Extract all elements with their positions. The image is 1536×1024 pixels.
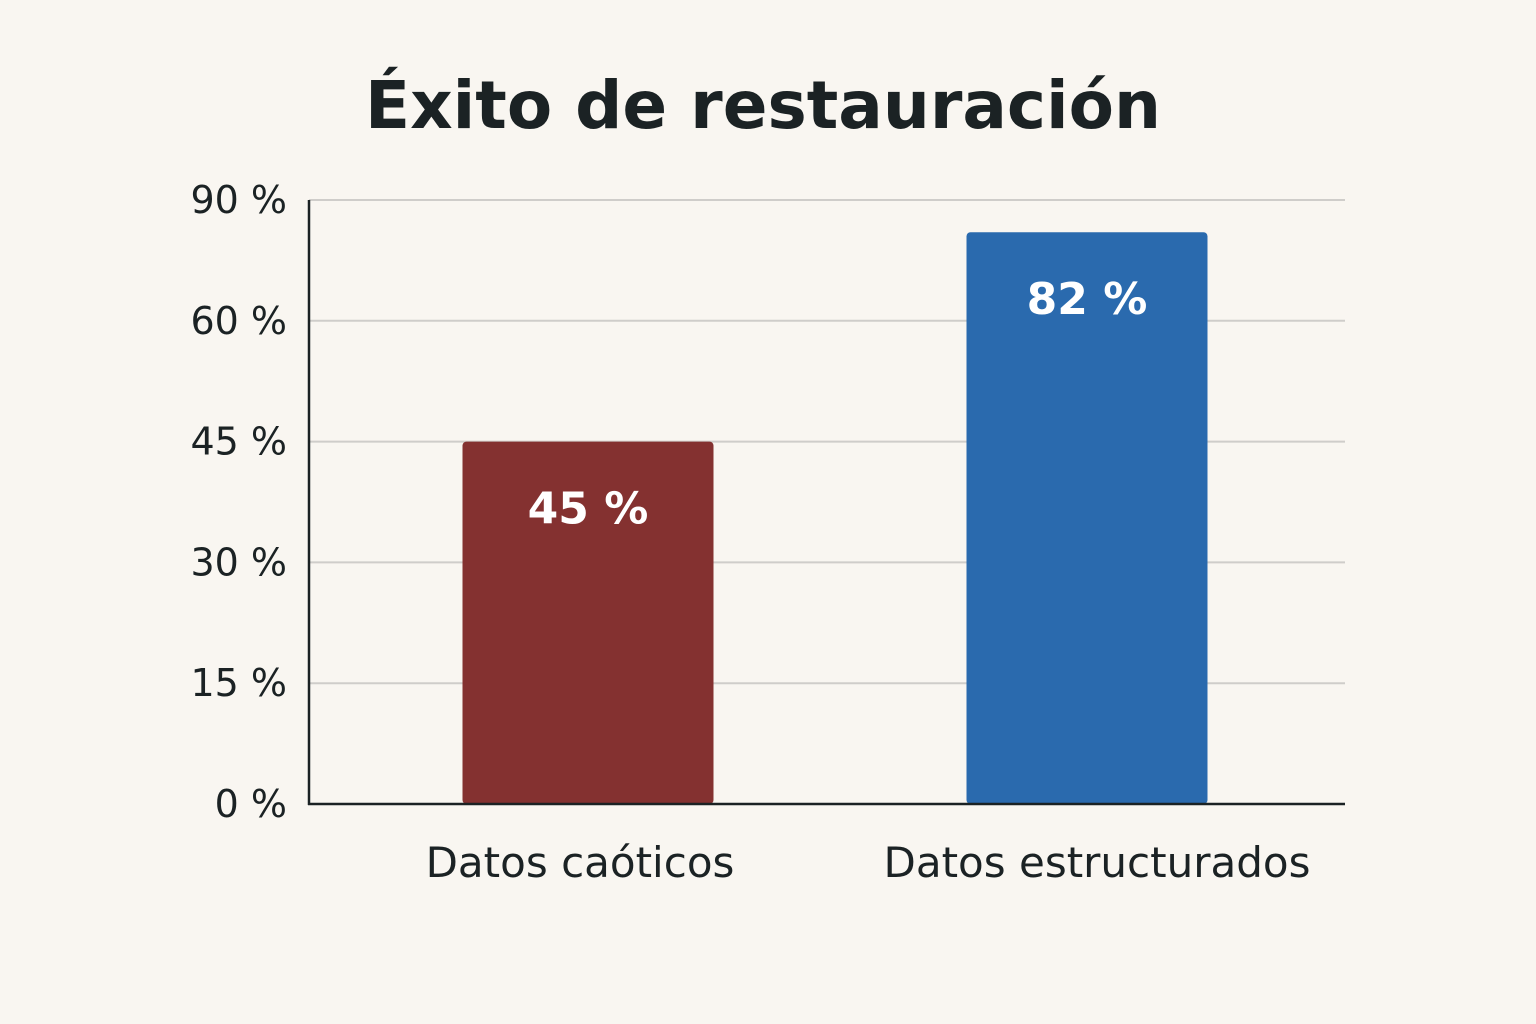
y-tick-label: 45 % (190, 420, 287, 464)
y-tick-label: 30 % (190, 540, 287, 584)
y-tick-labels: 0 % 15 % 30 % 45 % 60 % 90 % (190, 178, 287, 826)
y-tick-label: 15 % (190, 661, 287, 705)
data-label: 82 % (1027, 274, 1148, 325)
bar-1 (462, 441, 714, 804)
x-category-label: Datos estructurados (884, 838, 1311, 887)
x-category-label: Datos caóticos (426, 838, 735, 887)
y-tick-label: 90 % (190, 178, 287, 222)
bar-2 (966, 232, 1208, 805)
chart-title: Éxito de restauración (365, 66, 1161, 144)
data-label: 45 % (528, 484, 649, 535)
y-tick-label: 60 % (190, 299, 287, 343)
y-tick-label: 0 % (215, 782, 287, 826)
x-category-labels: Datos caóticos Datos estructurados (426, 838, 1311, 887)
bars: 45 % 82 % (462, 232, 1208, 805)
